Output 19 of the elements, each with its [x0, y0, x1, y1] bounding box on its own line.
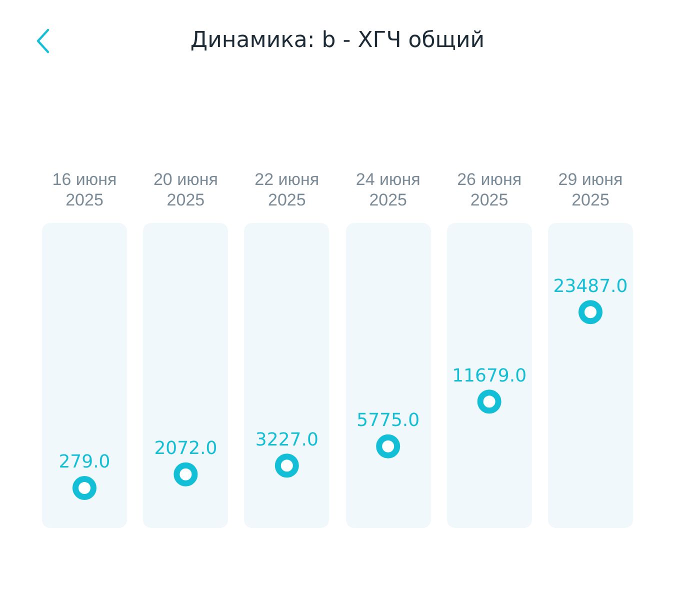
x-tick-label: 24 июня 2025	[356, 170, 420, 210]
data-label: 279.0	[58, 452, 110, 473]
point	[477, 390, 502, 414]
point	[174, 462, 198, 486]
point	[376, 434, 400, 458]
data-label: 11679.0	[452, 365, 527, 386]
chart-title: Динамика: b - ХГЧ общий	[189, 28, 486, 53]
point	[72, 476, 96, 500]
x-tick-label: 22 июня 2025	[254, 170, 320, 210]
x-tick-label: 26 июня 2025	[457, 170, 522, 210]
point	[274, 454, 299, 478]
point	[578, 300, 603, 324]
x-tick-label: 20 июня 2025	[153, 170, 218, 210]
data-label: 3227.0	[255, 429, 318, 450]
data-label: 5775.0	[356, 410, 420, 432]
data-label: 23487.0	[553, 276, 628, 297]
x-tick-label: 29 июня 2025	[558, 170, 623, 210]
data-label: 2072.0	[154, 438, 218, 460]
x-tick-label: 16 июня 2025	[52, 170, 117, 210]
